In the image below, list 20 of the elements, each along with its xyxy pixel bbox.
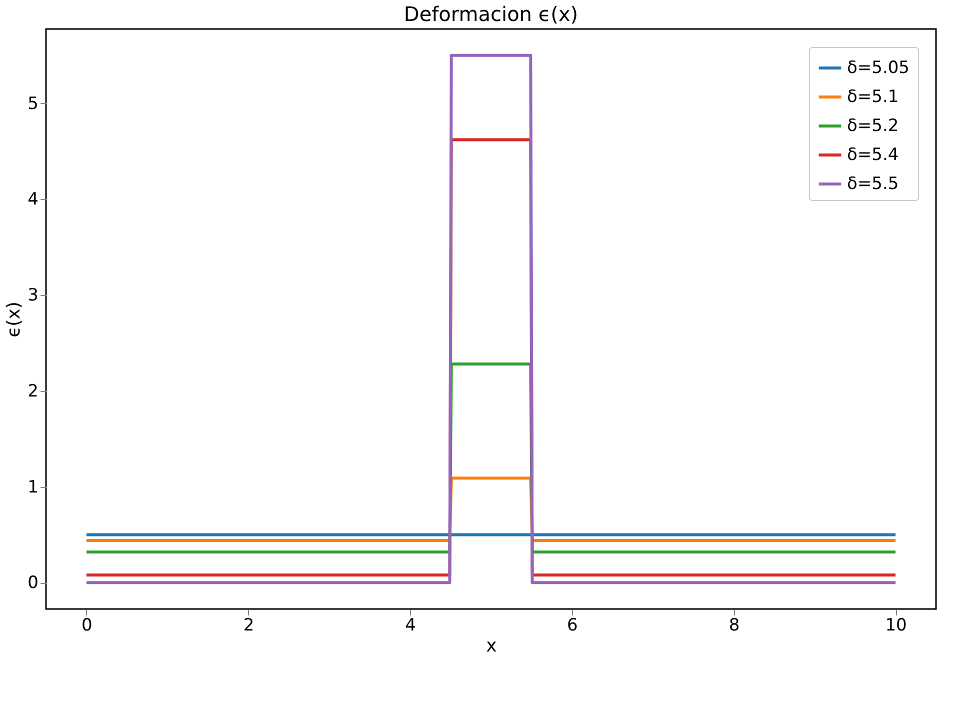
y-axis-title: ϵ(x) <box>4 302 25 338</box>
y-tick-label: 3 <box>28 286 38 306</box>
x-tick-label: 4 <box>405 616 416 636</box>
legend-label: δ=5.4 <box>847 145 899 165</box>
y-tick-label: 4 <box>28 190 38 210</box>
y-tick-label: 0 <box>28 573 38 594</box>
y-tick-label: 1 <box>28 477 38 498</box>
x-tick-label: 0 <box>82 616 92 636</box>
x-tick-label: 6 <box>566 616 578 636</box>
x-tick-label: 10 <box>885 616 907 636</box>
x-axis-title: x <box>486 636 498 656</box>
chart-title: Deformacion ϵ(x) <box>404 2 578 26</box>
legend-label: δ=5.2 <box>847 116 899 136</box>
legend-label: δ=5.1 <box>847 87 899 107</box>
legend-label: δ=5.05 <box>847 58 910 78</box>
legend-label: δ=5.5 <box>847 174 899 194</box>
x-tick-label: 2 <box>243 616 254 636</box>
y-tick-label: 5 <box>28 94 38 114</box>
y-tick-label: 2 <box>28 381 38 402</box>
x-tick-label: 8 <box>728 616 740 636</box>
